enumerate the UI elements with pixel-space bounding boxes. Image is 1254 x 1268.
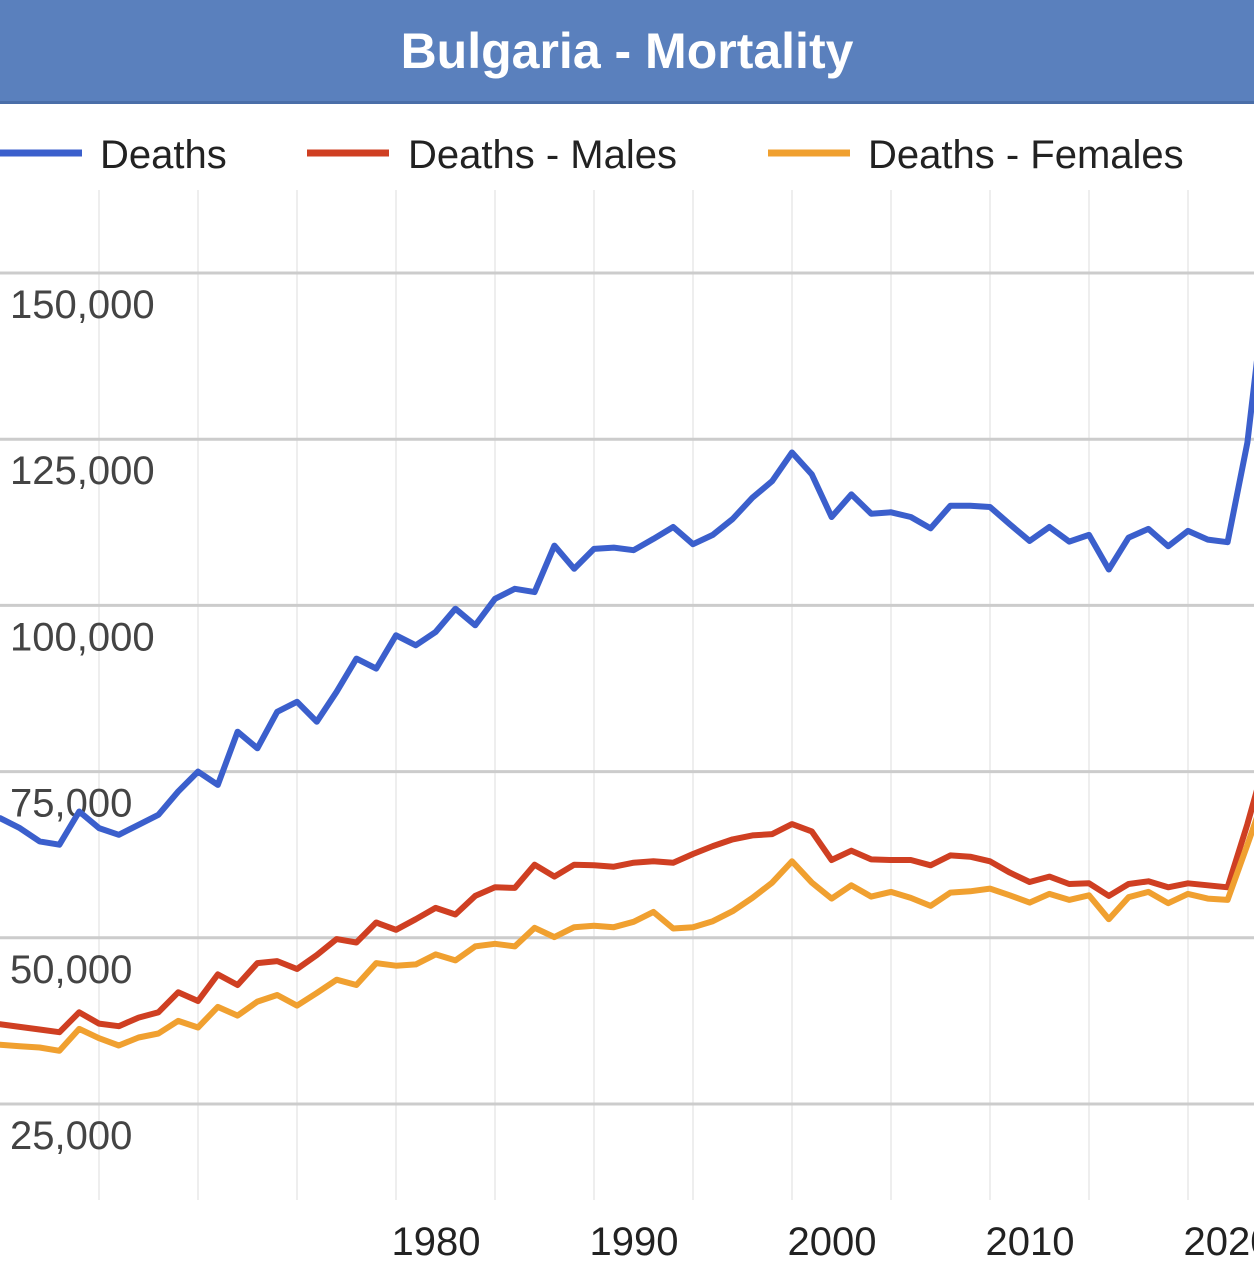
legend-label-deaths-males: Deaths - Males [408, 133, 677, 177]
x-tick-label-1990: 1990 [590, 1220, 679, 1264]
series-lines [0, 360, 1254, 1054]
y-tick-label-150000: 150,000 [10, 283, 155, 327]
x-axis-tick-labels: 1980 1990 2000 2010 2020 [392, 1220, 1254, 1264]
chart-title: Bulgaria - Mortality [400, 22, 854, 79]
y-tick-label-125000: 125,000 [10, 449, 155, 493]
y-tick-label-75000: 75,000 [10, 782, 132, 826]
vertical-gridlines [98, 190, 1189, 1200]
y-tick-label-50000: 50,000 [10, 948, 132, 992]
y-tick-label-25000: 25,000 [10, 1114, 132, 1158]
legend: Deaths Deaths - Males Deaths - Females [0, 133, 1184, 177]
series-line-deaths [0, 360, 1254, 848]
y-tick-label-100000: 100,000 [10, 615, 155, 659]
x-tick-label-1980: 1980 [392, 1220, 481, 1264]
x-tick-label-2010: 2010 [986, 1220, 1075, 1264]
legend-label-deaths-females: Deaths - Females [868, 133, 1184, 177]
chart-title-bar: Bulgaria - Mortality [0, 0, 1254, 104]
horizontal-gridlines [0, 271, 1254, 1106]
y-axis-tick-labels: 25,000 50,000 75,000 100,000 125,000 150,000 [10, 283, 155, 1158]
x-tick-label-2000: 2000 [788, 1220, 877, 1264]
legend-label-deaths: Deaths [100, 133, 227, 177]
x-tick-label-2020: 2020 [1184, 1220, 1254, 1264]
series-line-deaths-females [0, 816, 1254, 1054]
series-line-deaths-males [0, 789, 1254, 1036]
